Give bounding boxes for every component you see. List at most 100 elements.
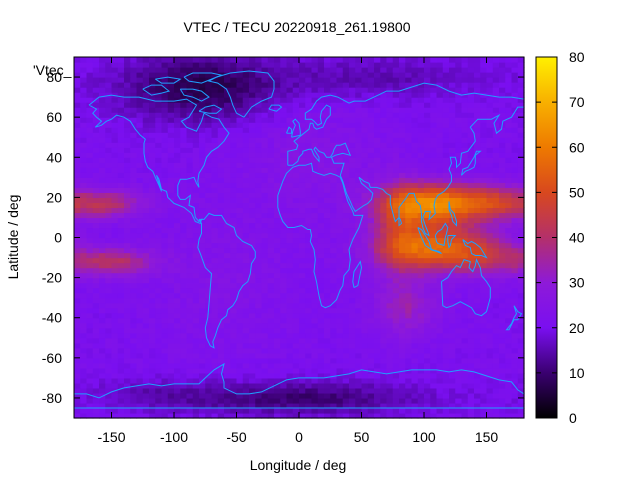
- heatmap-cell: [211, 227, 219, 234]
- heatmap-cell: [274, 327, 281, 334]
- heatmap-cell: [236, 247, 244, 254]
- heatmap-cell: [349, 167, 356, 173]
- heatmap-cell: [149, 87, 156, 93]
- heatmap-cell: [136, 232, 144, 239]
- heatmap-cell: [336, 162, 344, 168]
- heatmap-cell: [217, 217, 225, 224]
- heatmap-cell: [330, 277, 338, 284]
- heatmap-cell: [467, 282, 475, 289]
- heatmap-cell: [330, 107, 338, 113]
- heatmap-cell: [255, 367, 263, 374]
- heatmap-cell: [105, 302, 113, 309]
- heatmap-cell: [474, 147, 481, 153]
- heatmap-cell: [355, 352, 363, 359]
- heatmap-cell: [417, 342, 425, 349]
- heatmap-cell: [436, 407, 444, 414]
- heatmap-cell: [355, 327, 363, 334]
- heatmap-cell: [442, 192, 450, 198]
- heatmap-cell: [142, 332, 150, 339]
- heatmap-cell: [305, 182, 313, 188]
- heatmap-cell: [324, 327, 331, 334]
- heatmap-cell: [392, 312, 400, 319]
- heatmap-cell: [80, 302, 88, 309]
- heatmap-cell: [80, 407, 88, 414]
- heatmap-cell: [305, 162, 313, 168]
- heatmap-cell: [499, 277, 506, 284]
- heatmap-cell: [355, 267, 363, 274]
- heatmap-cell: [80, 292, 88, 299]
- heatmap-cell: [286, 287, 294, 294]
- heatmap-cell: [405, 117, 413, 123]
- heatmap-cell: [367, 407, 375, 414]
- heatmap-cell: [480, 292, 488, 299]
- heatmap-cell: [499, 222, 506, 229]
- heatmap-cell: [292, 92, 300, 98]
- heatmap-cell: [217, 222, 225, 229]
- heatmap-cell: [486, 267, 494, 274]
- heatmap-cell: [192, 202, 200, 209]
- heatmap-cell: [436, 302, 444, 309]
- heatmap-cell: [186, 297, 194, 304]
- heatmap-cell: [155, 337, 163, 344]
- heatmap-cell: [455, 262, 463, 269]
- heatmap-cell: [80, 352, 88, 359]
- heatmap-cell: [492, 292, 500, 299]
- heatmap-cell: [249, 292, 256, 299]
- heatmap-cell: [142, 277, 150, 284]
- heatmap-cell: [386, 347, 394, 354]
- heatmap-cell: [236, 242, 244, 249]
- heatmap-cell: [180, 107, 188, 113]
- heatmap-cell: [155, 317, 163, 324]
- heatmap-cell: [392, 222, 400, 229]
- heatmap-cell: [499, 267, 506, 274]
- heatmap-cell: [436, 392, 444, 399]
- heatmap-cell: [199, 232, 206, 239]
- heatmap-cell: [230, 177, 238, 183]
- heatmap-cell: [142, 107, 150, 113]
- heatmap-cell: [99, 172, 106, 178]
- heatmap-cell: [492, 322, 500, 329]
- heatmap-cell: [155, 72, 163, 78]
- heatmap-cell: [255, 342, 263, 349]
- heatmap-cell: [311, 352, 319, 359]
- heatmap-cell: [467, 122, 475, 128]
- heatmap-cell: [261, 402, 269, 409]
- heatmap-cell: [249, 372, 256, 379]
- heatmap-cell: [111, 102, 119, 108]
- heatmap-cell: [155, 342, 163, 349]
- heatmap-cell: [249, 277, 256, 284]
- heatmap-cell: [167, 362, 175, 369]
- heatmap-cell: [105, 372, 113, 379]
- heatmap-cell: [136, 262, 144, 269]
- heatmap-cell: [92, 132, 100, 138]
- heatmap-cell: [261, 267, 269, 274]
- heatmap-cell: [211, 292, 219, 299]
- heatmap-cell: [430, 142, 438, 148]
- heatmap-cell: [430, 232, 438, 239]
- heatmap-cell: [411, 172, 419, 178]
- heatmap-cell: [505, 212, 513, 219]
- heatmap-cell: [105, 217, 113, 224]
- heatmap-cell: [342, 322, 350, 329]
- heatmap-cell: [74, 342, 81, 349]
- heatmap-cell: [111, 147, 119, 153]
- heatmap-cell: [224, 192, 231, 198]
- heatmap-cell: [342, 342, 350, 349]
- heatmap-cell: [480, 72, 488, 78]
- heatmap-cell: [405, 92, 413, 98]
- heatmap-cell: [461, 337, 469, 344]
- heatmap-cell: [80, 367, 88, 374]
- heatmap-cell: [461, 197, 469, 203]
- heatmap-cell: [405, 307, 413, 314]
- heatmap-cell: [86, 67, 94, 73]
- heatmap-cell: [436, 242, 444, 249]
- heatmap-cell: [199, 202, 206, 209]
- heatmap-cell: [505, 167, 513, 173]
- heatmap-cell: [392, 147, 400, 153]
- heatmap-cell: [417, 267, 425, 274]
- heatmap-cell: [255, 182, 263, 188]
- heatmap-cell: [74, 112, 81, 118]
- heatmap-cell: [324, 102, 331, 108]
- heatmap-cell: [236, 357, 244, 364]
- heatmap-cell: [111, 122, 119, 128]
